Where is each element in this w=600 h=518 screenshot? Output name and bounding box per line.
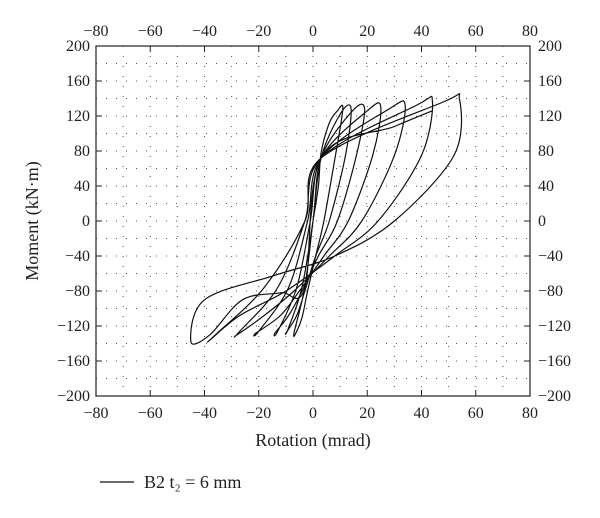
y-tick-label-right: −40 [538,248,563,265]
tick-layer [95,45,531,397]
x-tick-label: −40 [192,405,217,422]
x-tick-label: 60 [468,405,484,422]
label-layer: −80−80−60−60−40−40−20−200020204040606080… [57,23,571,422]
x-tick-label: −80 [83,405,108,422]
y-tick-label-right: −120 [538,318,571,335]
x-tick-label-top: 20 [359,23,375,40]
y-tick-label: 80 [74,143,90,160]
y-tick-label-right: 160 [538,73,562,90]
y-tick-label: −160 [57,353,90,370]
y-tick-label: 160 [66,73,90,90]
x-tick-label-top: −20 [246,23,271,40]
x-tick-label: 80 [522,405,538,422]
y-tick-label-right: 120 [538,108,562,125]
legend: B2 t₂ = 6 mm [100,472,241,492]
y-tick-label: 0 [82,213,90,230]
y-tick-label: 200 [66,38,90,55]
y-tick-label-right: 40 [538,178,554,195]
y-tick-label-right: −160 [538,353,571,370]
y-tick-label: −80 [65,283,90,300]
x-tick-label: 0 [309,405,317,422]
x-axis-title: Rotation (mrad) [255,430,370,451]
series-line [190,93,463,345]
series-layer [190,93,463,345]
x-tick-label-top: −60 [138,23,163,40]
x-tick-label: 40 [414,405,430,422]
y-tick-label-right: −80 [538,283,563,300]
legend-label: B2 t₂ = 6 mm [144,472,241,492]
y-tick-label: 40 [74,178,90,195]
x-tick-label-top: 80 [522,23,538,40]
y-axis-title: Moment (kN·m) [22,161,43,280]
x-tick-label-top: −80 [83,23,108,40]
x-tick-label-top: 40 [414,23,430,40]
y-tick-label-right: 200 [538,38,562,55]
y-tick-label-right: 80 [538,143,554,160]
x-tick-label: −60 [138,405,163,422]
y-tick-label: 120 [66,108,90,125]
y-tick-label: −200 [57,388,90,405]
x-tick-label-top: −40 [192,23,217,40]
y-tick-label-right: 0 [538,213,546,230]
x-tick-label: −20 [246,405,271,422]
x-tick-label: 20 [359,405,375,422]
x-tick-label-top: 60 [468,23,484,40]
y-tick-label-right: −200 [538,388,571,405]
x-tick-label-top: 0 [309,23,317,40]
y-tick-label: −120 [57,318,90,335]
y-tick-label: −40 [65,248,90,265]
